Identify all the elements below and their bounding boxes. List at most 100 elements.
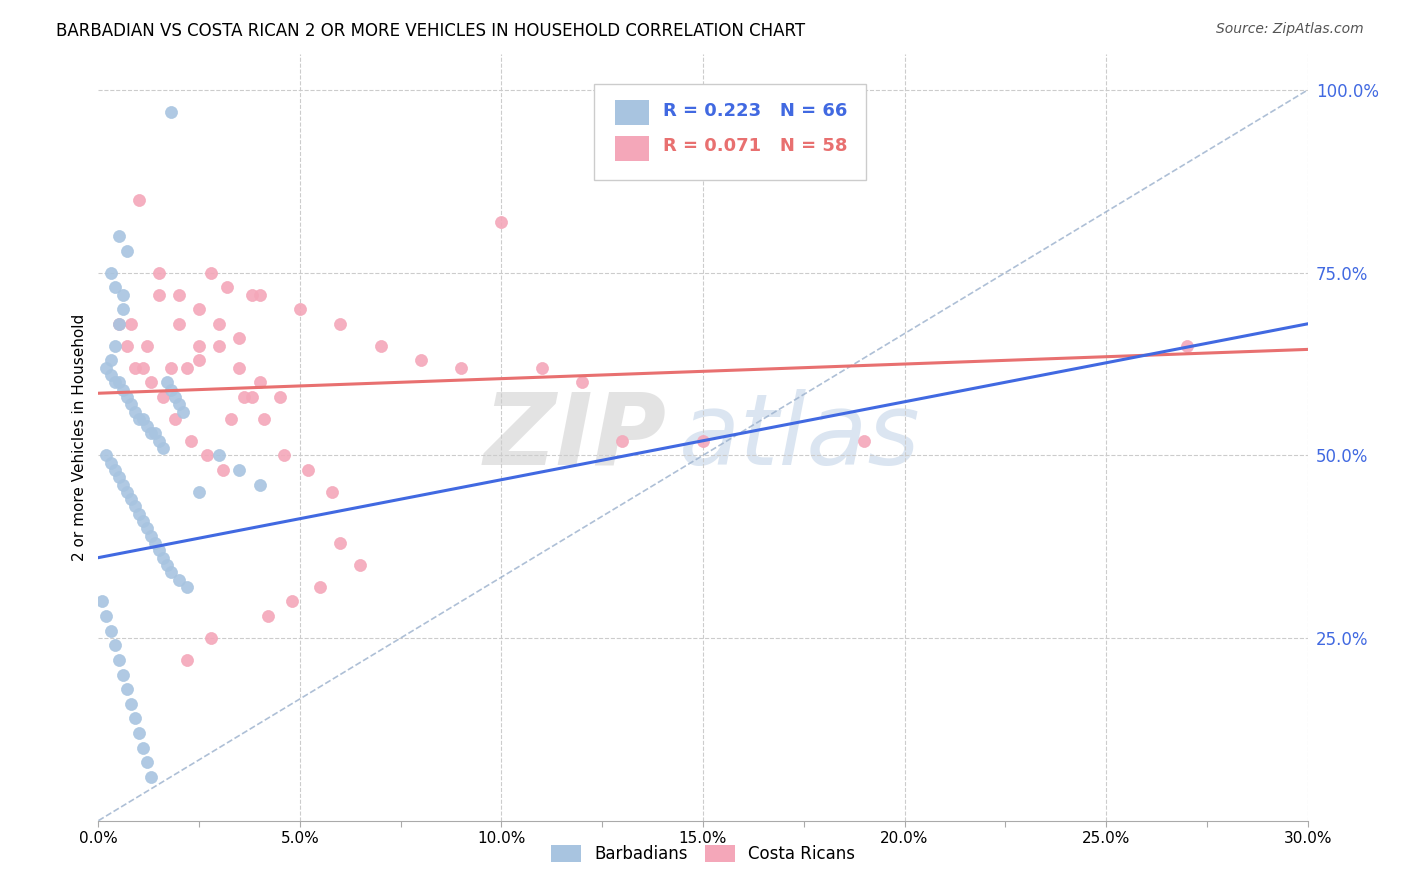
Point — [152, 550, 174, 565]
Point — [124, 711, 146, 725]
Point — [124, 500, 146, 514]
Point — [115, 682, 138, 697]
Point — [135, 339, 157, 353]
Point — [160, 383, 183, 397]
Point — [148, 287, 170, 301]
Point — [128, 726, 150, 740]
Point — [139, 376, 162, 390]
Point — [167, 287, 190, 301]
Point — [120, 492, 142, 507]
Point — [163, 390, 186, 404]
Point — [148, 266, 170, 280]
Point — [228, 360, 250, 375]
Legend: Barbadians, Costa Ricans: Barbadians, Costa Ricans — [544, 838, 862, 870]
Point — [111, 302, 134, 317]
Point — [148, 434, 170, 448]
Point — [160, 566, 183, 580]
Point — [200, 266, 222, 280]
Point — [128, 412, 150, 426]
Point — [107, 470, 129, 484]
Point — [253, 412, 276, 426]
Point — [139, 529, 162, 543]
Point — [132, 514, 155, 528]
Point — [249, 376, 271, 390]
Point — [111, 287, 134, 301]
Point — [1175, 339, 1198, 353]
Point — [143, 426, 166, 441]
Point — [208, 339, 231, 353]
Point — [96, 360, 118, 375]
Point — [309, 580, 332, 594]
Text: Source: ZipAtlas.com: Source: ZipAtlas.com — [1216, 22, 1364, 37]
Point — [148, 543, 170, 558]
Point — [156, 558, 179, 572]
Point — [107, 317, 129, 331]
Point — [160, 105, 183, 120]
Point — [132, 740, 155, 755]
Point — [163, 412, 186, 426]
Point — [321, 484, 343, 499]
Text: R = 0.223   N = 66: R = 0.223 N = 66 — [664, 102, 848, 120]
Point — [100, 353, 122, 368]
Point — [249, 287, 271, 301]
Point — [124, 404, 146, 418]
Bar — [614, 100, 648, 125]
Point — [115, 244, 138, 258]
Point — [195, 448, 218, 462]
Point — [167, 397, 190, 411]
Point — [120, 317, 142, 331]
Point — [212, 463, 235, 477]
Point — [450, 360, 472, 375]
Point — [256, 609, 278, 624]
Text: R = 0.071   N = 58: R = 0.071 N = 58 — [664, 137, 848, 155]
Point — [103, 339, 125, 353]
Point — [232, 390, 254, 404]
Point — [297, 463, 319, 477]
Point — [103, 376, 125, 390]
Point — [160, 360, 183, 375]
Point — [172, 404, 194, 418]
Point — [100, 456, 122, 470]
Point — [139, 770, 162, 784]
Point — [156, 376, 179, 390]
Point — [128, 507, 150, 521]
Point — [491, 214, 513, 228]
Point — [409, 353, 432, 368]
Point — [208, 317, 231, 331]
Point — [188, 339, 211, 353]
Point — [228, 463, 250, 477]
Point — [111, 667, 134, 681]
Point — [249, 477, 271, 491]
Point — [152, 390, 174, 404]
Point — [111, 383, 134, 397]
Point — [240, 390, 263, 404]
Point — [103, 463, 125, 477]
Point — [288, 302, 311, 317]
Point — [349, 558, 371, 572]
Point — [571, 376, 593, 390]
Point — [188, 353, 211, 368]
Point — [115, 339, 138, 353]
Point — [273, 448, 295, 462]
Point — [111, 477, 134, 491]
Point — [692, 434, 714, 448]
Point — [107, 376, 129, 390]
Text: BARBADIAN VS COSTA RICAN 2 OR MORE VEHICLES IN HOUSEHOLD CORRELATION CHART: BARBADIAN VS COSTA RICAN 2 OR MORE VEHIC… — [56, 22, 806, 40]
Point — [132, 360, 155, 375]
Point — [612, 434, 634, 448]
Bar — [614, 136, 648, 161]
Point — [281, 594, 304, 608]
Point — [200, 631, 222, 645]
Point — [100, 266, 122, 280]
Point — [115, 484, 138, 499]
Point — [329, 317, 352, 331]
Point — [91, 594, 114, 608]
Point — [269, 390, 291, 404]
Point — [107, 653, 129, 667]
Point — [96, 609, 118, 624]
Point — [135, 521, 157, 535]
Point — [100, 368, 122, 382]
Point — [221, 412, 243, 426]
Text: ZIP: ZIP — [484, 389, 666, 485]
Point — [228, 331, 250, 345]
